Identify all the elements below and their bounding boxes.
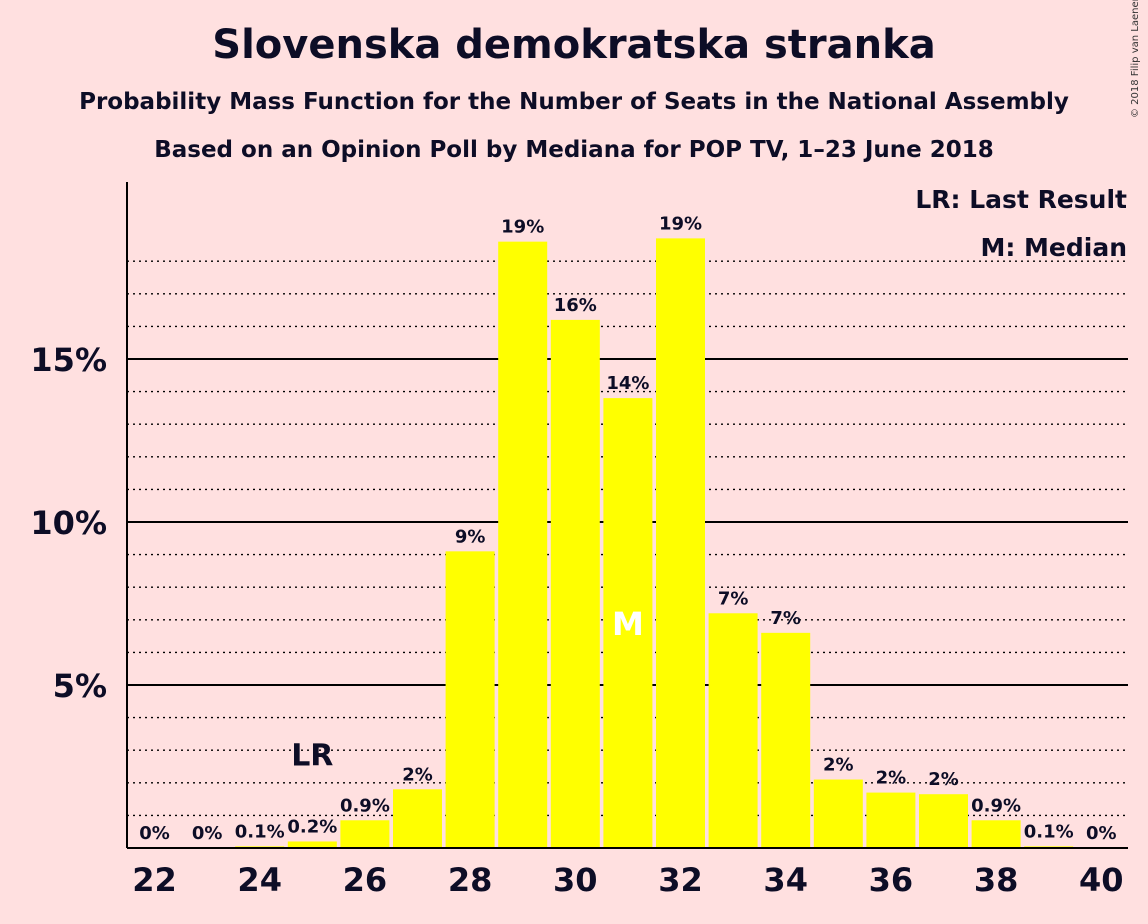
bar xyxy=(445,551,495,848)
x-tick-label: 26 xyxy=(343,861,388,899)
chart-subtitle: Probability Mass Function for the Number… xyxy=(79,89,1069,115)
data-label: 19% xyxy=(659,213,702,234)
x-tick-label: 36 xyxy=(869,861,914,899)
data-label: 2% xyxy=(876,768,907,789)
bar xyxy=(813,779,863,848)
data-label: 0.9% xyxy=(971,795,1021,816)
grid-lines xyxy=(127,260,1128,817)
legend-median: M: Median xyxy=(980,233,1127,262)
bar xyxy=(708,613,758,848)
data-label: 0% xyxy=(139,823,170,844)
bar xyxy=(971,820,1021,848)
x-axis-ticks: 22 24 26 28 30 32 34 36 38 40 xyxy=(132,861,1123,899)
y-axis-ticks: 5% 10% 15% xyxy=(30,341,107,705)
bars xyxy=(235,238,1074,848)
data-label: 19% xyxy=(501,217,544,238)
data-label: 2% xyxy=(402,764,433,785)
data-label: 7% xyxy=(770,608,801,629)
bar xyxy=(498,241,548,848)
data-label: 0.1% xyxy=(1024,821,1074,842)
bar xyxy=(919,794,968,848)
bar xyxy=(287,841,337,848)
x-tick-label: 24 xyxy=(237,861,282,899)
x-tick-label: 40 xyxy=(1079,861,1124,899)
chart-title: Slovenska demokratska stranka xyxy=(212,22,936,68)
data-label: 0.2% xyxy=(287,816,337,837)
bar xyxy=(866,792,916,848)
bar xyxy=(603,398,653,848)
data-label: 2% xyxy=(928,769,959,790)
chart-subtitle-poll: Based on an Opinion Poll by Mediana for … xyxy=(154,137,994,163)
bar xyxy=(656,238,705,848)
data-label: 14% xyxy=(606,373,649,394)
y-tick-label: 15% xyxy=(30,341,107,379)
x-tick-label: 34 xyxy=(763,861,808,899)
data-label: 7% xyxy=(718,588,749,609)
x-tick-label: 32 xyxy=(658,861,703,899)
data-label: 16% xyxy=(554,295,597,316)
data-label: 0% xyxy=(192,823,223,844)
x-tick-label: 22 xyxy=(132,861,177,899)
data-label: 9% xyxy=(455,526,486,547)
last-result-marker: LR xyxy=(291,738,333,773)
data-label: 0.1% xyxy=(235,821,285,842)
data-labels: 0% 0% 0.1% 0.2%0.9%2%9%19%16%14%19%7%7%2%2%… xyxy=(139,213,1116,844)
x-tick-label: 30 xyxy=(553,861,598,899)
bar xyxy=(393,789,442,848)
data-label: 0% xyxy=(1086,823,1117,844)
x-tick-label: 28 xyxy=(448,861,493,899)
y-tick-label: 5% xyxy=(53,667,107,705)
x-tick-label: 38 xyxy=(974,861,1019,899)
data-label: 0.9% xyxy=(340,795,390,816)
legend-last-result: LR: Last Result xyxy=(915,185,1127,214)
median-marker: M xyxy=(612,605,644,643)
bar xyxy=(550,319,600,848)
data-label: 2% xyxy=(823,755,854,776)
bar xyxy=(340,820,390,848)
y-tick-label: 10% xyxy=(30,504,107,542)
bar xyxy=(761,632,811,848)
